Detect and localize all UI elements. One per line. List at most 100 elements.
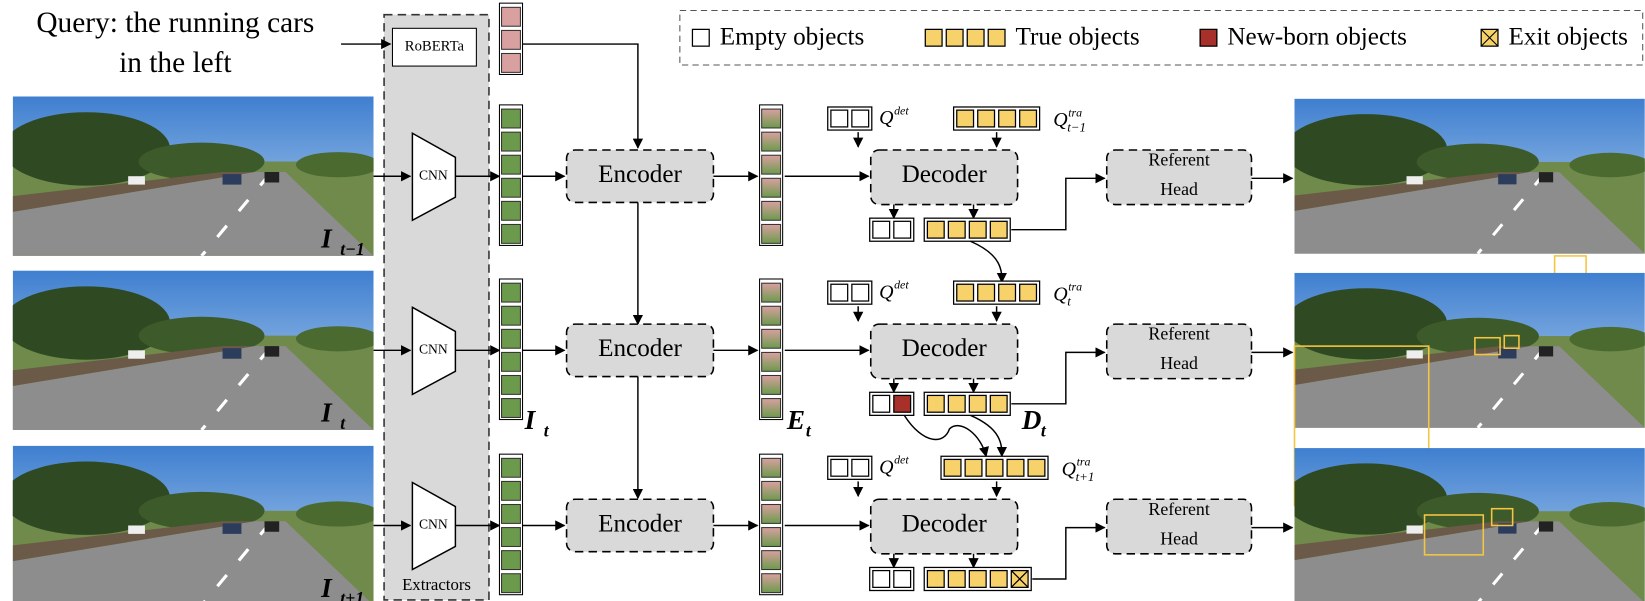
object-square (978, 110, 995, 127)
legend-label: Exit objects (1508, 24, 1627, 51)
head-label: Referent (1148, 499, 1209, 519)
page: Extractors RoBERTa Query: the running ca… (0, 0, 1645, 601)
head-label: Head (1160, 179, 1198, 199)
diagram: Extractors RoBERTa Query: the running ca… (0, 0, 1645, 601)
object-square (990, 221, 1007, 238)
head-label: Head (1160, 528, 1198, 548)
object-square (894, 221, 911, 238)
object-square (852, 110, 869, 127)
math-base: I (524, 405, 537, 435)
token (762, 201, 781, 220)
math-base: I (320, 398, 333, 428)
extractors-label: Extractors (402, 575, 471, 594)
math-sup: tra (1068, 280, 1082, 294)
object-square (873, 221, 890, 238)
object-square (831, 110, 848, 127)
token (762, 178, 781, 197)
query-line: in the left (119, 47, 232, 79)
math-sub: t (1041, 420, 1047, 440)
token (502, 528, 521, 547)
cnn-label: CNN (419, 517, 448, 532)
math-base: I (320, 573, 333, 601)
math-base: Q (879, 107, 893, 129)
output-frame (1284, 448, 1645, 601)
arrow (1032, 528, 1104, 579)
token (762, 528, 781, 547)
legend-label: True objects (1015, 24, 1139, 51)
object-square (999, 110, 1016, 127)
token (502, 201, 521, 220)
token (502, 458, 521, 477)
decoder-label: Decoder (902, 161, 988, 188)
legend-label: New-born objects (1227, 24, 1407, 51)
text-encoder-label: RoBERTa (405, 39, 465, 55)
encoder-label: Encoder (598, 510, 682, 537)
object-square (999, 284, 1016, 301)
cnn-label: CNN (419, 167, 448, 182)
math-base: Q (1062, 459, 1076, 481)
token (502, 283, 521, 302)
math-sup: det (894, 453, 909, 467)
object-square (969, 571, 986, 588)
object-square (1020, 284, 1037, 301)
legend-swatch (967, 29, 984, 46)
token (502, 155, 521, 174)
math-sub: t (544, 420, 550, 440)
head-label: Referent (1148, 150, 1209, 170)
head-label: Referent (1148, 324, 1209, 344)
math-sup: tra (1077, 455, 1091, 469)
token (762, 155, 781, 174)
token (762, 283, 781, 302)
token (502, 30, 521, 49)
encoder-label: Encoder (598, 161, 682, 188)
arrow (523, 44, 638, 148)
object-square (969, 221, 986, 238)
math-sub: t (806, 420, 812, 440)
newborn-link (904, 415, 986, 456)
math-base: D (1021, 405, 1042, 435)
token (762, 306, 781, 325)
object-square (944, 459, 961, 476)
object-square (990, 395, 1007, 412)
token (502, 306, 521, 325)
token (502, 178, 521, 197)
token (502, 505, 521, 524)
math-base: Q (879, 281, 893, 303)
object-square (927, 221, 944, 238)
math-base: Q (1053, 283, 1067, 305)
token (762, 132, 781, 151)
legend-swatch (925, 29, 942, 46)
math-base: Q (879, 456, 893, 478)
head-label: Head (1160, 353, 1198, 373)
token (502, 53, 521, 72)
token (762, 458, 781, 477)
math-base: I (320, 224, 333, 254)
output-frame (1284, 273, 1645, 428)
object-square (894, 395, 911, 412)
object-square (986, 459, 1003, 476)
token (502, 132, 521, 151)
math-sub: t−1 (340, 239, 365, 259)
math-sub: t (1067, 294, 1071, 309)
cnn-label: CNN (419, 341, 448, 356)
object-square (969, 395, 986, 412)
object-square (852, 459, 869, 476)
object-square (831, 284, 848, 301)
legend-swatch (988, 29, 1005, 46)
object-square (873, 395, 890, 412)
math-sub: t−1 (1067, 120, 1086, 135)
object-square (1020, 110, 1037, 127)
object-square (957, 110, 974, 127)
encoder-label: Encoder (598, 335, 682, 362)
token (502, 574, 521, 593)
arrow (1011, 352, 1104, 403)
token (762, 481, 781, 500)
token (502, 109, 521, 128)
token (762, 109, 781, 128)
object-square (927, 571, 944, 588)
token (762, 505, 781, 524)
legend-label: Empty objects (720, 24, 865, 51)
math-sup: tra (1068, 105, 1082, 119)
token (762, 574, 781, 593)
math-sub: t+1 (1076, 469, 1095, 484)
